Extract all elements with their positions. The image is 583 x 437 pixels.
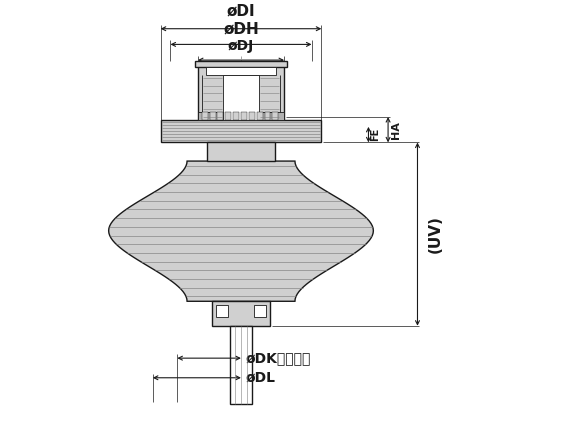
Bar [202, 112, 208, 120]
Bar [160, 120, 321, 142]
Text: øDK（貫通）: øDK（貫通） [246, 351, 311, 365]
Bar [249, 112, 255, 120]
Bar [272, 112, 278, 120]
Bar [207, 142, 275, 161]
Bar [212, 301, 271, 326]
Bar [257, 112, 262, 120]
Bar [206, 67, 276, 75]
Bar [217, 112, 223, 120]
Text: HA: HA [391, 121, 401, 139]
Bar [198, 61, 284, 120]
Text: øDL: øDL [246, 371, 276, 385]
Text: øDJ: øDJ [228, 39, 254, 53]
Bar [265, 112, 271, 120]
Text: øDI: øDI [227, 4, 255, 19]
Bar [225, 112, 231, 120]
Bar [195, 61, 287, 67]
Text: øDH: øDH [223, 21, 259, 37]
Bar [233, 112, 239, 120]
Bar [216, 305, 229, 317]
Bar [198, 112, 284, 120]
Bar [210, 112, 216, 120]
Bar [254, 305, 265, 317]
Bar [241, 112, 247, 120]
Polygon shape [108, 161, 373, 301]
Bar [223, 75, 259, 120]
Text: (UV): (UV) [427, 215, 442, 253]
Bar [230, 326, 252, 404]
Text: FE: FE [370, 128, 381, 141]
